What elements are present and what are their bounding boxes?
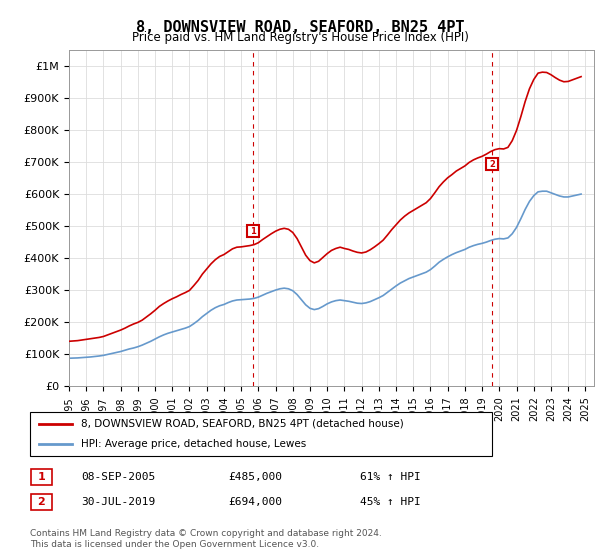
Text: 8, DOWNSVIEW ROAD, SEAFORD, BN25 4PT: 8, DOWNSVIEW ROAD, SEAFORD, BN25 4PT <box>136 20 464 35</box>
FancyBboxPatch shape <box>31 469 52 485</box>
Text: 8, DOWNSVIEW ROAD, SEAFORD, BN25 4PT (detached house): 8, DOWNSVIEW ROAD, SEAFORD, BN25 4PT (de… <box>81 419 404 429</box>
Text: 08-SEP-2005: 08-SEP-2005 <box>81 472 155 482</box>
Text: £485,000: £485,000 <box>228 472 282 482</box>
Text: Price paid vs. HM Land Registry's House Price Index (HPI): Price paid vs. HM Land Registry's House … <box>131 31 469 44</box>
Text: 1: 1 <box>250 227 256 236</box>
Text: 61% ↑ HPI: 61% ↑ HPI <box>360 472 421 482</box>
Text: Contains HM Land Registry data © Crown copyright and database right 2024.
This d: Contains HM Land Registry data © Crown c… <box>30 529 382 549</box>
Text: 45% ↑ HPI: 45% ↑ HPI <box>360 497 421 507</box>
Text: 1: 1 <box>38 472 45 482</box>
Text: HPI: Average price, detached house, Lewes: HPI: Average price, detached house, Lewe… <box>81 439 306 449</box>
Text: 30-JUL-2019: 30-JUL-2019 <box>81 497 155 507</box>
FancyBboxPatch shape <box>30 412 492 456</box>
Text: £694,000: £694,000 <box>228 497 282 507</box>
Text: 2: 2 <box>38 497 45 507</box>
FancyBboxPatch shape <box>31 494 52 510</box>
Text: 2: 2 <box>489 160 495 169</box>
